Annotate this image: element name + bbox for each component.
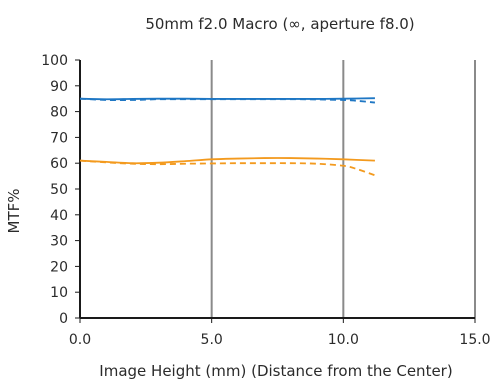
y-axis-label: MTF% xyxy=(5,189,23,234)
data-series xyxy=(79,97,376,177)
y-tick-label-10: 100 xyxy=(41,53,68,69)
y-tick-label-8: 80 xyxy=(50,105,68,121)
x-tick-label-1: 5.0 xyxy=(201,332,223,348)
y-tick-label-7: 70 xyxy=(50,130,68,146)
y-tick-label-5: 50 xyxy=(50,182,68,198)
x-tick-label-2: 10.0 xyxy=(328,332,359,348)
grid-lines xyxy=(210,60,476,318)
y-tick-label-2: 20 xyxy=(50,259,68,275)
y-tick-label-3: 30 xyxy=(50,234,68,250)
x-tick-label-3: 15.0 xyxy=(459,332,490,348)
series-line-2 xyxy=(79,157,375,165)
y-tick-label-4: 40 xyxy=(50,208,68,224)
axes xyxy=(75,59,476,323)
y-tick-label-0: 0 xyxy=(59,311,68,327)
y-tick-label-1: 10 xyxy=(50,285,68,301)
chart-title: 50mm f2.0 Macro (∞, aperture f8.0) xyxy=(145,15,414,33)
x-tick-label-0: 0.0 xyxy=(69,332,91,348)
y-tick-label-9: 90 xyxy=(50,79,68,95)
series-line-3 xyxy=(79,159,376,177)
x-axis-label: Image Height (mm) (Distance from the Cen… xyxy=(99,362,452,380)
y-tick-label-6: 60 xyxy=(50,156,68,172)
series-line-1 xyxy=(79,97,376,104)
tick-labels: 0 10 20 30 40 50 60 70 80 90 100 0.0 5.0 10.0 15.0 xyxy=(41,53,490,348)
